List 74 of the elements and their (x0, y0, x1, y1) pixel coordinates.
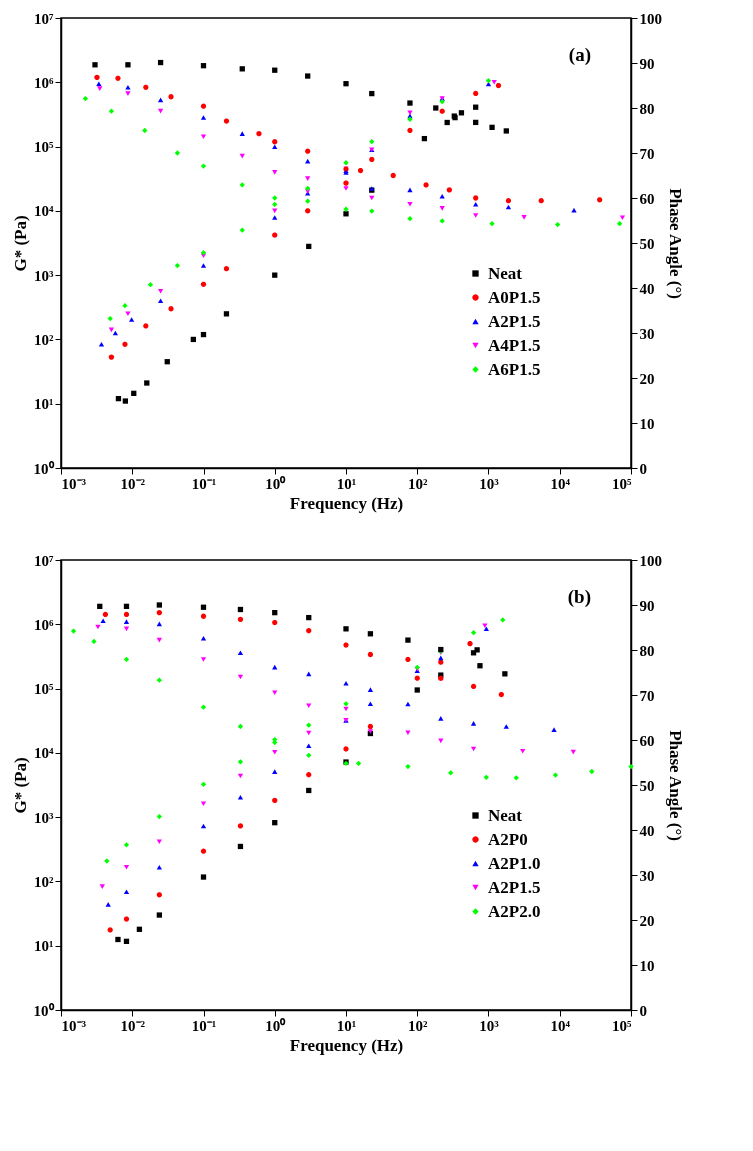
y-tick-label: 10² (34, 873, 54, 890)
legend-label: A4P1.5 (488, 335, 541, 355)
legend-label: A0P1.5 (488, 287, 541, 307)
legend-label: Neat (488, 805, 523, 825)
legend-label: A2P1.5 (488, 311, 541, 331)
y2-tick-label: 60 (639, 190, 655, 207)
y-tick-label: 10⁴ (34, 203, 54, 220)
y2-tick-label: 50 (639, 235, 655, 252)
x-tick-label: 10⁻³ (61, 475, 87, 492)
x-tick-label: 10⁵ (612, 475, 632, 492)
x-tick-label: 10⁻² (120, 1017, 146, 1034)
y2-tick-label: 10 (639, 957, 655, 974)
y2-tick-label: 100 (639, 552, 662, 569)
x-tick-label: 10² (408, 475, 428, 492)
y-axis-title: G* (Pa) (10, 215, 30, 272)
y2-tick-label: 70 (639, 687, 655, 704)
x-tick-label: 10³ (479, 1017, 500, 1034)
x-axis-title: Frequency (Hz) (289, 1035, 404, 1055)
y2-tick-label: 80 (639, 100, 655, 117)
y2-tick-label: 20 (639, 912, 655, 929)
y-tick-label: 10³ (34, 809, 54, 826)
y2-axis-title: Phase Angle (°) (666, 730, 685, 841)
x-tick-label: 10⁴ (550, 475, 571, 492)
y-axis-title: G* (Pa) (10, 757, 30, 814)
y-tick-label: 10⁵ (34, 681, 54, 698)
x-tick-label: 10¹ (336, 475, 357, 492)
y2-tick-label: 90 (639, 55, 655, 72)
legend-label: Neat (488, 263, 523, 283)
y2-tick-label: 20 (639, 370, 655, 387)
y-tick-label: 10⁷ (34, 552, 54, 569)
y2-tick-label: 0 (639, 1002, 647, 1019)
y2-tick-label: 100 (639, 10, 662, 27)
y2-tick-label: 40 (639, 822, 655, 839)
x-tick-label: 10⁰ (265, 1016, 287, 1034)
y2-tick-label: 60 (639, 732, 655, 749)
x-tick-label: 10³ (479, 475, 500, 492)
x-tick-label: 10⁻² (120, 475, 146, 492)
y2-tick-label: 0 (639, 460, 647, 477)
y-tick-label: 10¹ (34, 396, 54, 413)
y2-tick-label: 80 (639, 642, 655, 659)
y-tick-label: 10⁷ (34, 10, 54, 27)
y2-tick-label: 30 (639, 325, 655, 342)
y-tick-label: 10⁰ (33, 459, 55, 477)
annotation: (b) (567, 586, 591, 608)
y-tick-label: 10⁰ (33, 1001, 55, 1019)
x-tick-label: 10⁰ (265, 474, 287, 492)
y2-tick-label: 30 (639, 867, 655, 884)
x-tick-label: 10⁻³ (61, 1017, 87, 1034)
legend-label: A2P0 (488, 829, 528, 849)
x-tick-label: 10⁵ (612, 1017, 632, 1034)
y2-tick-label: 90 (639, 597, 655, 614)
y2-tick-label: 40 (639, 280, 655, 297)
y-tick-label: 10⁶ (34, 74, 54, 91)
legend-label: A2P1.5 (488, 877, 541, 897)
y-tick-label: 10⁶ (34, 616, 54, 633)
x-tick-label: 10⁻¹ (191, 1017, 217, 1034)
x-tick-label: 10⁻¹ (191, 475, 217, 492)
y2-tick-label: 70 (639, 145, 655, 162)
y-tick-label: 10² (34, 331, 54, 348)
x-tick-label: 10² (408, 1017, 428, 1034)
y2-tick-label: 50 (639, 777, 655, 794)
y2-axis-title: Phase Angle (°) (666, 188, 685, 299)
x-tick-label: 10¹ (336, 1017, 357, 1034)
annotation: (a) (568, 44, 591, 66)
y-tick-label: 10⁴ (34, 745, 54, 762)
y-tick-label: 10¹ (34, 938, 54, 955)
x-tick-label: 10⁴ (550, 1017, 571, 1034)
y-tick-label: 10⁵ (34, 139, 54, 156)
legend-label: A2P2.0 (488, 901, 541, 921)
y-tick-label: 10³ (34, 267, 54, 284)
y2-tick-label: 10 (639, 415, 655, 432)
x-axis-title: Frequency (Hz) (289, 493, 404, 513)
legend-label: A2P1.0 (488, 853, 541, 873)
legend-label: A6P1.5 (488, 359, 541, 379)
